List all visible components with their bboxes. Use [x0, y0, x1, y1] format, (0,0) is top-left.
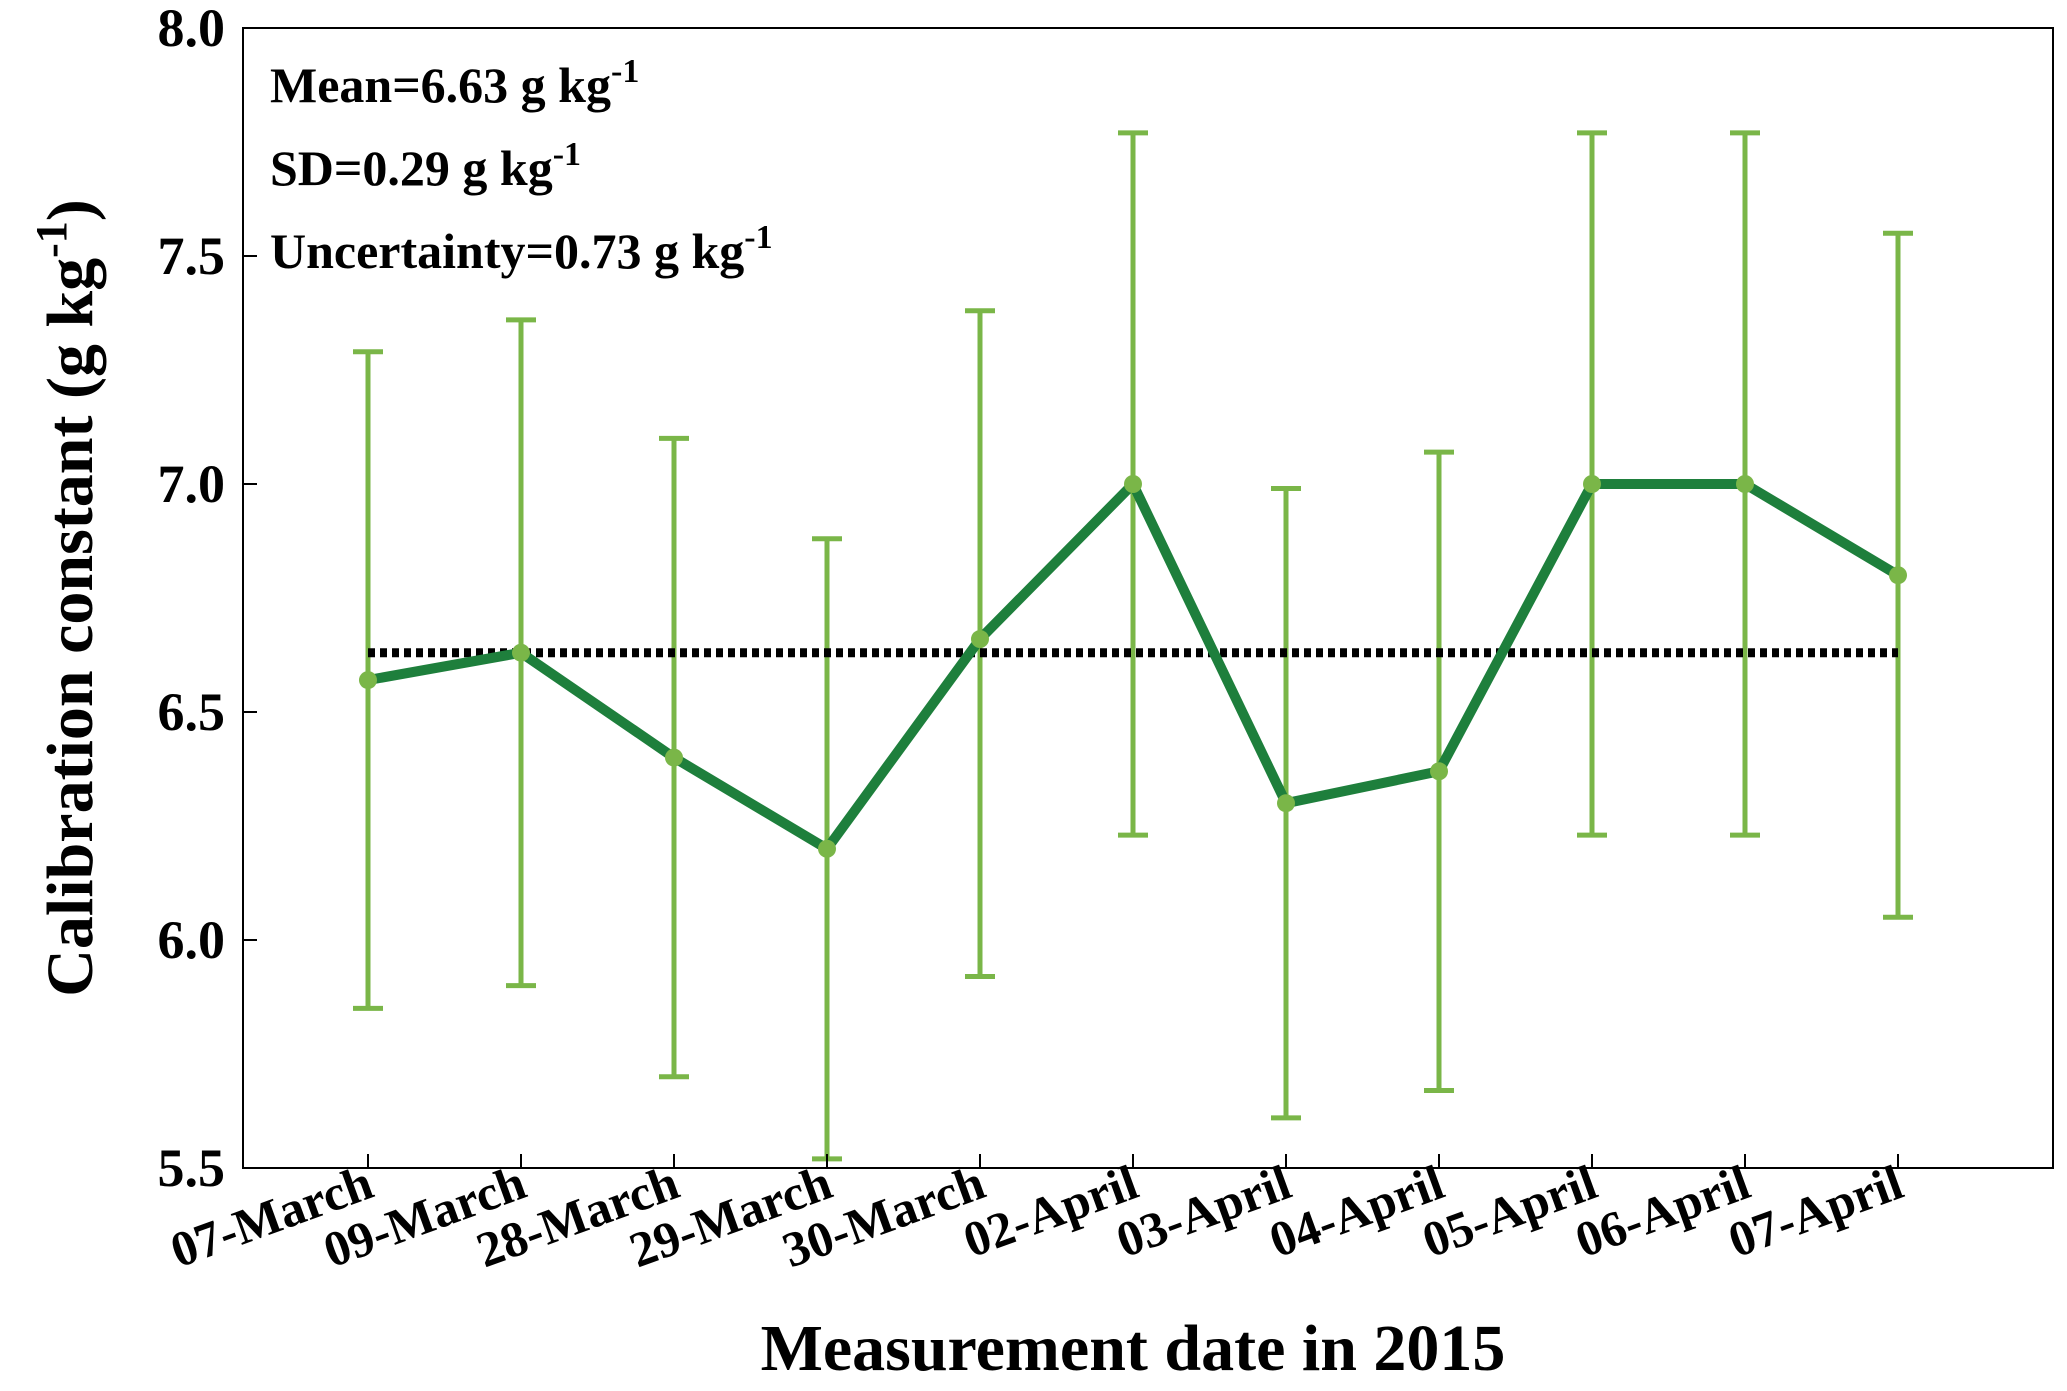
data-point: [1124, 475, 1142, 493]
x-axis-title: Measurement date in 2015: [761, 1312, 1506, 1385]
data-point: [1889, 566, 1907, 585]
y-tick-label: 8.0: [158, 0, 226, 58]
data-point: [1583, 475, 1601, 493]
x-tick-label: 06-April: [1568, 1154, 1757, 1268]
stat-mean: Mean=6.63 g kg-1: [270, 53, 639, 113]
y-tick-label: 7.0: [158, 454, 226, 514]
series-markers: [359, 475, 1907, 858]
y-axis-ticks: 5.5 6.0 6.5 7.0 7.5 8.0: [158, 0, 257, 1198]
data-point: [1277, 794, 1295, 813]
x-tick-label: 07-April: [1721, 1154, 1910, 1268]
data-point: [512, 643, 530, 662]
data-point: [1736, 475, 1754, 493]
y-tick-label: 6.0: [158, 910, 226, 970]
data-point: [665, 748, 683, 767]
y-tick-label: 5.5: [158, 1138, 226, 1198]
stat-uncertainty: Uncertainty=0.73 g kg-1: [270, 219, 773, 279]
x-tick-label: 05-April: [1415, 1154, 1604, 1268]
y-tick-label: 6.5: [158, 682, 226, 742]
data-point: [818, 839, 836, 858]
x-tick-label: 04-April: [1262, 1154, 1451, 1268]
error-bars: [353, 130, 1913, 1162]
y-axis-title: Calibration constant (g kg-1): [27, 199, 107, 997]
plot-frame: [242, 27, 2054, 1169]
x-axis-labels: 07-March09-March28-March29-March30-March…: [163, 1154, 1910, 1279]
stats-annotation: Mean=6.63 g kg-1 SD=0.29 g kg-1 Uncertai…: [270, 53, 773, 279]
stat-sd: SD=0.29 g kg-1: [270, 136, 581, 196]
x-tick-label: 02-April: [956, 1154, 1145, 1268]
data-point: [971, 630, 989, 649]
data-point: [359, 671, 377, 690]
x-tick-label: 03-April: [1109, 1154, 1298, 1268]
data-point: [1430, 762, 1448, 781]
y-tick-label: 7.5: [158, 226, 226, 286]
